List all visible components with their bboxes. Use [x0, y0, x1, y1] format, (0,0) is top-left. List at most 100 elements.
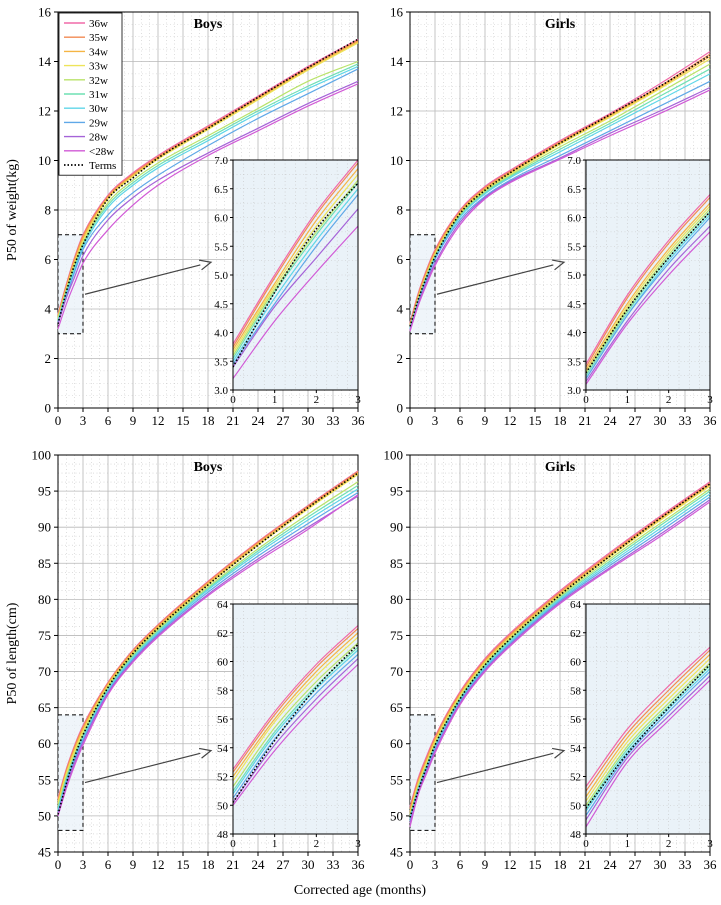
- inset-series-lines: [585, 646, 711, 828]
- legend-entry: 36w: [64, 18, 108, 30]
- series-line-35w: [57, 471, 359, 800]
- x-tick-label: 0: [407, 413, 414, 428]
- inset-y-tick-label: 60: [217, 657, 229, 669]
- inset-series-line-35w: [232, 628, 359, 773]
- y-tick-label: 12: [390, 104, 403, 119]
- y-tick-label: 95: [38, 484, 51, 499]
- y-tick-label: 95: [390, 484, 403, 499]
- inset-y-tick-label: 3.0: [214, 385, 228, 397]
- inset-series-line-29w: [585, 671, 711, 816]
- inset-y-tick-label: 6.5: [214, 184, 228, 196]
- legend-entry: Terms: [64, 160, 116, 172]
- inset-y-tick-label: 3.5: [214, 356, 228, 368]
- y-tick-label: 0: [397, 401, 404, 416]
- y-tick-label: 4: [45, 302, 52, 317]
- inset-x-tick-label: 1: [272, 838, 278, 850]
- x-axis-label: Corrected age (months): [294, 883, 427, 898]
- y-tick-label: 90: [38, 520, 51, 535]
- inset-y-tick-label: 3.5: [567, 356, 581, 368]
- x-tick-label: 3: [432, 413, 439, 428]
- series-line-35w: [409, 482, 711, 809]
- x-tick-label: 36: [704, 413, 718, 428]
- y-tick-label: 80: [38, 592, 51, 607]
- axis-ticks: 0 3 6 9 12 15 18 21 24 27 30 33 36455055606570758085…: [384, 448, 718, 873]
- y-tick-label: 2: [45, 351, 52, 366]
- x-tick-label: 27: [629, 857, 643, 872]
- x-tick-label: 15: [177, 413, 190, 428]
- inset-series-line-33w: [585, 658, 711, 802]
- legend-label: 36w: [89, 18, 108, 30]
- series-line-lt28w: [57, 83, 359, 329]
- x-tick-label: 33: [679, 413, 692, 428]
- x-tick-label: 9: [130, 413, 137, 428]
- legend-entry: 33w: [64, 61, 108, 73]
- x-tick-label: 15: [529, 857, 542, 872]
- y-tick-label: 50: [390, 808, 403, 823]
- legend-label: 28w: [89, 132, 108, 144]
- x-tick-label: 6: [105, 857, 112, 872]
- inset-y-tick-label: 5.5: [567, 241, 581, 253]
- x-tick-label: 0: [55, 413, 62, 428]
- inset-x-tick-label: 3: [707, 838, 713, 850]
- y-tick-label: 16: [390, 5, 404, 20]
- series-lines: [57, 470, 359, 817]
- inset-y-tick-label: 5.5: [214, 241, 228, 253]
- legend-label: 32w: [89, 75, 108, 87]
- y-axis-label: P50 of length(cm): [5, 602, 20, 704]
- series-line-34w: [57, 472, 359, 802]
- inset-panel: 0 1 2 3 48 50 52 54 56 58 60 62 64: [217, 599, 361, 850]
- inset-series-line-35w: [585, 196, 711, 368]
- x-tick-label: 12: [152, 413, 165, 428]
- inset-y-tick-label: 50: [570, 800, 582, 812]
- series-line-28w: [409, 86, 711, 331]
- y-tick-label: 85: [38, 556, 51, 571]
- series-line-Terms: [409, 54, 711, 327]
- inset-background: [233, 604, 358, 834]
- inset-series-line-34w: [232, 168, 359, 351]
- inset-y-tick-label: 62: [570, 628, 581, 640]
- series-line-29w: [57, 492, 359, 813]
- y-tick-label: 45: [390, 845, 403, 860]
- legend-entry: 35w: [64, 32, 108, 44]
- series-line-31w: [57, 63, 359, 321]
- y-tick-label: 6: [397, 252, 404, 267]
- inset-y-tick-label: 56: [570, 714, 582, 726]
- inset-y-tick-label: 5.0: [567, 270, 581, 282]
- x-tick-label: 3: [80, 413, 87, 428]
- inset-series-lines: [232, 625, 359, 806]
- zoom-arrow-head: [552, 747, 566, 759]
- inset-y-tick-label: 4.0: [567, 328, 581, 340]
- inset-series-line-33w: [232, 174, 359, 353]
- x-tick-label: 33: [679, 857, 692, 872]
- inset-x-tick-label: 1: [625, 394, 631, 406]
- inset-series-line-33w: [232, 636, 359, 782]
- inset-series-line-lt28w: [585, 679, 711, 828]
- series-line-lt28w: [57, 494, 359, 817]
- x-tick-label: 6: [457, 857, 464, 872]
- x-tick-label: 12: [504, 413, 517, 428]
- x-tick-label: 9: [482, 413, 489, 428]
- inset-y-tick-label: 6.5: [567, 184, 581, 196]
- legend-entry: 32w: [64, 75, 108, 87]
- inset-series-line-36w: [585, 194, 711, 365]
- y-tick-label: 2: [397, 351, 404, 366]
- legend-label: 29w: [89, 117, 108, 129]
- inset-series-line-Terms: [232, 643, 359, 803]
- legend-entry: <28w: [64, 146, 114, 158]
- series-line-33w: [57, 42, 359, 318]
- y-tick-label: 14: [38, 54, 52, 69]
- zoom-arrow-shaft: [84, 264, 201, 295]
- inset-x-tick-label: 1: [272, 394, 278, 406]
- inset-y-tick-label: 56: [217, 714, 229, 726]
- x-tick-label: 21: [579, 857, 592, 872]
- panel-4: 0 3 6 9 12 15 18 21 24 27 30 33 36455055606570758085…: [384, 448, 718, 873]
- inset-series-line-28w: [585, 675, 711, 820]
- inset-series-line-lt28w: [232, 225, 359, 379]
- inset-series-line-lt28w: [232, 663, 359, 806]
- y-tick-label: 50: [38, 808, 51, 823]
- y-tick-label: 4: [397, 302, 404, 317]
- x-tick-label: 21: [227, 413, 240, 428]
